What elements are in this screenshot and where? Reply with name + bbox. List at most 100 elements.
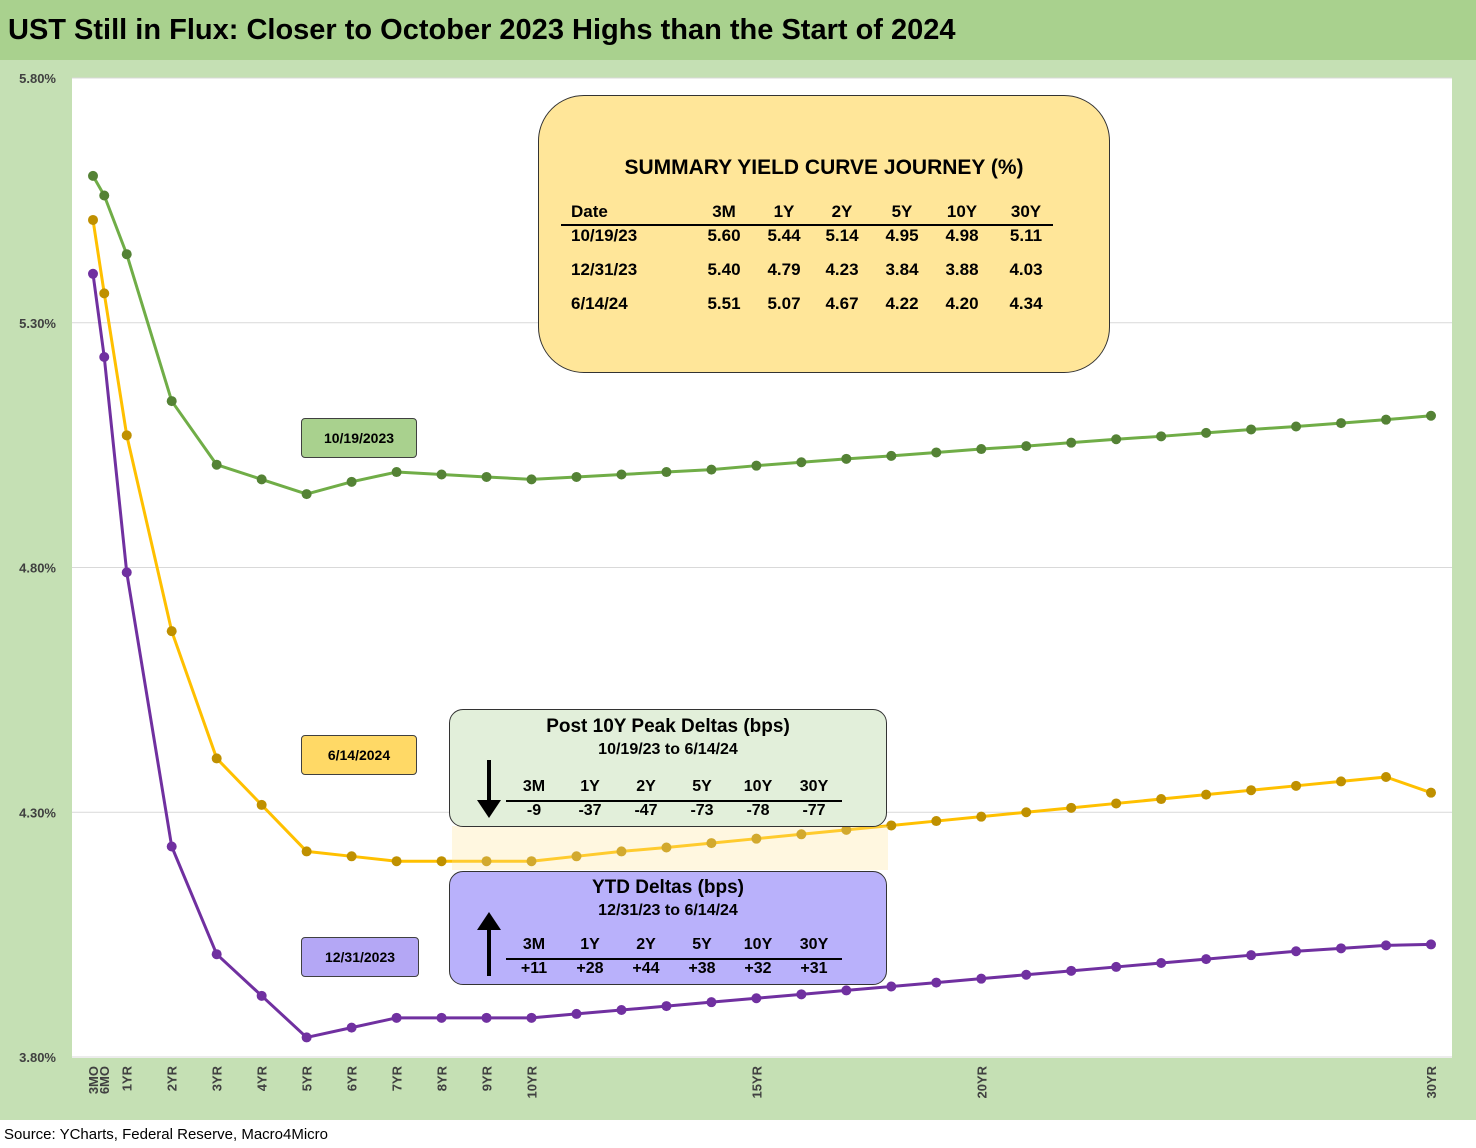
ytd-col: 30Y: [799, 936, 829, 953]
data-point: [391, 856, 402, 867]
data-point: [88, 170, 98, 181]
x-tick-label: 4YR: [255, 1065, 270, 1091]
data-point: [571, 851, 582, 862]
data-point: [481, 856, 492, 867]
data-point: [1066, 437, 1077, 448]
data-point: [481, 1012, 492, 1023]
summary-cell: 5.60: [707, 226, 741, 245]
peak-value: -73: [690, 802, 714, 819]
peak-col: 10Y: [743, 778, 773, 795]
ytd-value: +38: [688, 960, 716, 977]
ytd-value: +32: [744, 960, 772, 977]
summary-cell: 10/19/23: [571, 226, 638, 245]
y-tick-label: 5.30%: [19, 316, 56, 331]
data-point: [1111, 961, 1122, 972]
data-point: [1201, 954, 1212, 965]
data-point: [121, 249, 132, 260]
data-point: [706, 838, 717, 849]
data-point: [88, 268, 98, 279]
data-point: [1021, 807, 1032, 818]
ytd-deltas-box: YTD Deltas (bps) 12/31/23 to 6/14/24 3M …: [449, 871, 887, 985]
ytd-value: +11: [520, 960, 548, 977]
peak-deltas-box: Post 10Y Peak Deltas (bps) 10/19/23 to 6…: [449, 709, 887, 827]
ytd-col: 5Y: [692, 936, 712, 953]
ytd-deltas-header: 3M 1Y 2Y 5Y 10Y 30Y: [506, 936, 842, 960]
data-point: [1246, 424, 1257, 435]
data-point: [526, 856, 537, 867]
data-point: [1111, 798, 1122, 809]
x-tick-label: 8YR: [435, 1065, 450, 1091]
data-point: [346, 851, 357, 862]
summary-col-3m: 3M: [712, 202, 736, 221]
data-point: [1291, 946, 1302, 957]
summary-cell: 4.98: [945, 226, 979, 245]
summary-cell: 4.67: [825, 294, 859, 313]
summary-col-2y: 2Y: [831, 202, 853, 221]
data-point: [99, 352, 110, 363]
data-point: [526, 1012, 537, 1023]
data-point: [1201, 789, 1212, 800]
data-point: [751, 833, 762, 844]
y-tick-label: 4.30%: [19, 805, 56, 820]
data-point: [796, 829, 807, 840]
summary-cell: 4.03: [1009, 260, 1043, 279]
ytd-value: +44: [632, 960, 660, 977]
data-point: [886, 981, 897, 992]
summary-col-5y: 5Y: [891, 202, 913, 221]
data-point: [841, 985, 852, 996]
data-point: [88, 214, 98, 225]
x-tick-label: 6MO: [97, 1066, 112, 1094]
data-point: [1381, 772, 1392, 783]
y-axis-ticks: 3.80% 4.30% 4.80% 5.30% 5.80%: [19, 71, 56, 1065]
summary-cell: 5.40: [707, 260, 741, 279]
arrow-up-icon: [477, 912, 501, 976]
summary-cell: 3.84: [885, 260, 919, 279]
ytd-deltas-title: YTD Deltas (bps): [591, 877, 745, 898]
data-point: [1426, 787, 1436, 798]
summary-cell: 5.51: [707, 294, 741, 313]
data-point: [616, 1005, 627, 1016]
data-point: [616, 846, 627, 857]
data-point: [391, 467, 402, 478]
data-point: [706, 464, 717, 475]
summary-col-date: Date: [571, 202, 608, 221]
ytd-deltas-values: +11 +28 +44 +38 +32 +31: [506, 960, 842, 982]
summary-cell: 5.14: [825, 226, 859, 245]
x-tick-label: 3MO: [86, 1066, 101, 1094]
data-point: [841, 453, 852, 464]
data-point: [976, 444, 987, 455]
x-tick-label: 1YR: [120, 1065, 135, 1091]
data-point: [931, 816, 942, 827]
data-point: [481, 471, 492, 482]
data-point: [1066, 802, 1077, 813]
data-point: [1066, 965, 1077, 976]
data-point: [931, 977, 942, 988]
x-tick-label: 15YR: [749, 1065, 764, 1098]
x-tick-label: 5YR: [300, 1065, 315, 1091]
ytd-deltas-subtitle: 12/31/23 to 6/14/24: [598, 902, 738, 919]
data-point: [751, 460, 762, 471]
summary-cell: 4.23: [825, 260, 859, 279]
data-point: [571, 1008, 582, 1019]
data-point: [1336, 776, 1347, 787]
data-point: [1156, 958, 1167, 969]
data-point: [751, 993, 762, 1004]
data-point: [1246, 785, 1257, 796]
summary-cell: 5.11: [1009, 226, 1043, 245]
summary-cell: 4.22: [885, 294, 919, 313]
summary-header-row: Date 3M 1Y 2Y 5Y 10Y 30Y: [561, 202, 1053, 226]
summary-table-box: SUMMARY YIELD CURVE JOURNEY (%) Date 3M …: [538, 95, 1110, 373]
series-label-oct-2023: 10/19/2023: [301, 418, 417, 458]
ytd-value: +28: [576, 960, 604, 977]
data-point: [886, 820, 897, 831]
data-point: [346, 1022, 357, 1033]
data-point: [661, 1001, 672, 1012]
data-point: [436, 1012, 447, 1023]
summary-cell: 12/31/23: [571, 260, 638, 279]
data-point: [526, 474, 537, 485]
data-point: [1336, 418, 1347, 429]
peak-deltas-header: 3M 1Y 2Y 5Y 10Y 30Y: [506, 778, 842, 802]
data-point: [211, 459, 222, 470]
summary-cell: 3.88: [945, 260, 979, 279]
